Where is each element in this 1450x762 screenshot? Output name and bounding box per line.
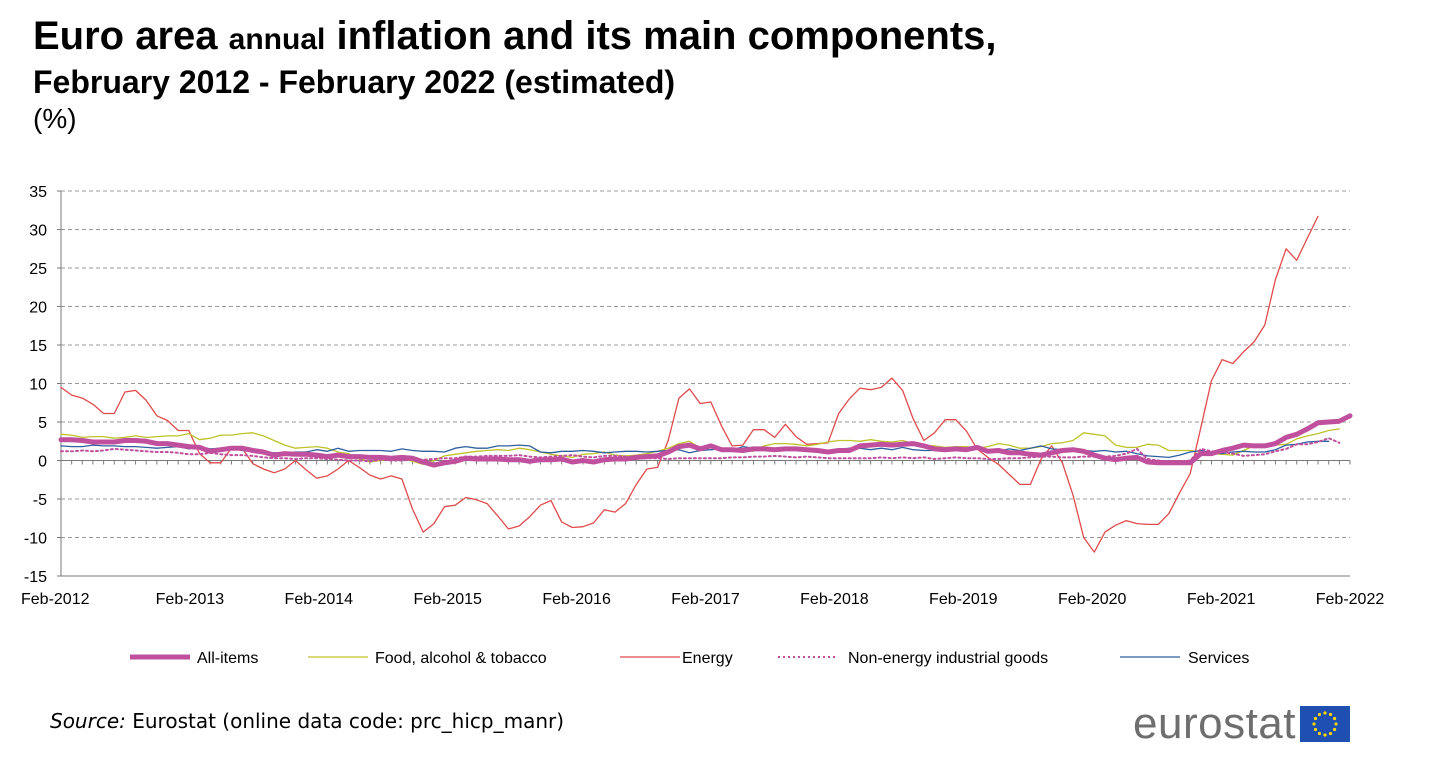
- eu-star: [1313, 716, 1318, 721]
- x-tick-label: Feb-2016: [542, 591, 611, 608]
- chart-title-line1: Euro area annual inflation and its main …: [33, 14, 997, 58]
- y-tick-label: 20: [29, 300, 47, 317]
- eu-star: [1328, 731, 1333, 736]
- y-tick-label: -15: [24, 569, 47, 586]
- source-label: Source:: [50, 709, 126, 733]
- eu-flag-icon: [1299, 706, 1350, 742]
- x-tick-label: Feb-2020: [1058, 591, 1127, 608]
- x-tick-label: Feb-2018: [800, 591, 869, 608]
- chart-unit-label: (%): [33, 103, 77, 134]
- chart-title-block: Euro area annual inflation and its main …: [33, 12, 997, 138]
- legend-label: Energy: [682, 650, 733, 667]
- eu-star: [1312, 722, 1316, 726]
- series-line-energy: [60, 215, 1319, 553]
- y-tick-label: 25: [29, 261, 47, 278]
- chart-title-line2: February 2012 - February 2022 (estimated…: [33, 64, 676, 100]
- x-tick-label: Feb-2014: [285, 591, 354, 608]
- legend-label: All-items: [197, 650, 258, 667]
- x-tick-label: Feb-2013: [156, 591, 225, 608]
- legend-label: Non-energy industrial goods: [848, 650, 1048, 667]
- eu-star: [1323, 711, 1327, 715]
- y-tick-label: -5: [33, 492, 47, 509]
- source-text: Eurostat (online data code: prc_hicp_man…: [132, 709, 565, 733]
- y-tick-label: 0: [38, 454, 47, 471]
- x-tick-label: Feb-2021: [1187, 591, 1256, 608]
- logo-text: eurostat: [1133, 699, 1296, 748]
- eu-star: [1317, 712, 1322, 717]
- x-tick-label: Feb-2022: [1316, 591, 1385, 608]
- eu-star: [1328, 712, 1333, 717]
- series-line-non-energy-industrial-goods: [60, 437, 1341, 463]
- eu-flag-stars: [1312, 711, 1338, 737]
- x-tick-label: Feb-2019: [929, 591, 998, 608]
- eu-star: [1313, 727, 1318, 732]
- x-tick-label: Feb-2012: [21, 591, 90, 608]
- eu-star: [1317, 731, 1322, 736]
- x-tick-label: Feb-2017: [671, 591, 740, 608]
- legend-label: Food, alcohol & tobacco: [375, 650, 547, 667]
- y-tick-label: 5: [38, 415, 47, 432]
- legend-label: Services: [1188, 650, 1249, 667]
- y-tick-label: -10: [24, 531, 47, 548]
- eu-star: [1332, 727, 1337, 732]
- line-chart: -15 -10 -5 0 5 10 15 20 25 30 35 Feb-2012 Feb-2013 Fe…: [21, 184, 1385, 667]
- eu-star: [1323, 733, 1327, 737]
- eurostat-logo: eurostat: [1133, 702, 1350, 746]
- source-note: Source: Eurostat (online data code: prc_…: [50, 709, 564, 733]
- x-tick-label: Feb-2015: [413, 591, 482, 608]
- eu-star: [1334, 722, 1338, 726]
- y-tick-label: 15: [29, 338, 47, 355]
- y-tick-label: 30: [29, 223, 47, 240]
- y-tick-label: 10: [29, 377, 47, 394]
- y-tick-label: 35: [29, 184, 47, 201]
- series-line-all-items: [58, 413, 1353, 468]
- eu-star: [1332, 716, 1337, 721]
